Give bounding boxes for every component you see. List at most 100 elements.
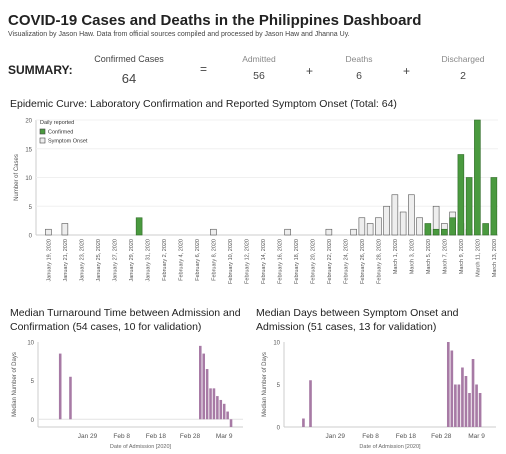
x-tick-label: Feb 18: [146, 433, 167, 440]
y-tick-label: 0: [277, 426, 281, 432]
x-tick-label: Feb 8: [113, 433, 130, 440]
turnaround-bar[interactable]: [58, 353, 62, 420]
x-tick-label: February 12, 2020: [244, 239, 250, 284]
bar-symptom-onset[interactable]: [416, 217, 423, 236]
bar-symptom-onset[interactable]: [366, 223, 374, 236]
turnaround-bar[interactable]: [222, 403, 226, 420]
x-tick-label: March 9, 2020: [459, 239, 465, 274]
bar-confirmed[interactable]: [457, 154, 465, 236]
y-tick-label: 5: [277, 383, 281, 389]
bar-symptom-onset[interactable]: [284, 228, 291, 236]
x-tick-label: January 29, 2020: [129, 239, 135, 282]
x-tick-label: February 20, 2020: [310, 239, 316, 284]
x-tick-label: March 5, 2020: [426, 239, 432, 274]
x-tick-label: January 25, 2020: [96, 239, 102, 282]
bar-confirmed[interactable]: [482, 223, 489, 236]
x-tick-label: February 24, 2020: [343, 239, 349, 284]
admitted-value: 56: [253, 70, 265, 82]
x-tick-label: February 10, 2020: [228, 239, 234, 284]
turnaround-bar[interactable]: [219, 399, 223, 420]
bar-confirmed[interactable]: [441, 228, 448, 236]
confirmed-cases-value: 64: [121, 71, 137, 86]
turnaround-bar[interactable]: [226, 411, 229, 420]
bar-confirmed[interactable]: [490, 177, 498, 236]
x-tick-label: February 22, 2020: [327, 239, 333, 284]
bar-confirmed[interactable]: [424, 223, 432, 236]
onset-bar[interactable]: [475, 384, 478, 428]
bar-symptom-onset[interactable]: [358, 217, 366, 236]
onset-bar[interactable]: [454, 384, 457, 428]
x-tick-label: Feb 8: [362, 433, 379, 440]
bar-symptom-onset[interactable]: [61, 223, 69, 236]
turnaround-title: Median Turnaround Time between Admission…: [10, 306, 241, 334]
onset-bar[interactable]: [468, 393, 471, 427]
x-tick-label: January 31, 2020: [145, 239, 151, 282]
bar-symptom-onset[interactable]: [391, 194, 399, 236]
legend-swatch: [39, 128, 46, 135]
y-tick-label: 20: [25, 119, 32, 125]
x-tick-label: Jan 29: [325, 433, 345, 440]
bar-symptom-onset[interactable]: [45, 228, 52, 236]
summary-label: SUMMARY:: [8, 63, 73, 77]
onset-bar[interactable]: [464, 376, 468, 427]
onset-bar[interactable]: [461, 367, 464, 428]
bar-symptom-onset[interactable]: [350, 228, 357, 236]
turnaround-bar[interactable]: [205, 369, 209, 420]
x-tick-label: February 16, 2020: [277, 239, 283, 284]
y-axis-title: Number of Cases: [14, 154, 20, 201]
x-tick-label: February 6, 2020: [195, 239, 201, 281]
legend-swatch: [39, 137, 46, 144]
onset-bar[interactable]: [471, 359, 475, 427]
onset-title-line-2: Admission (51 cases, 13 for validation): [256, 321, 437, 333]
plus-sign: +: [403, 64, 411, 78]
discharged-value: 2: [460, 70, 466, 82]
y-tick-label: 0: [31, 418, 35, 424]
bar-symptom-onset[interactable]: [325, 228, 333, 236]
onset-bar[interactable]: [302, 418, 305, 428]
onset-bar[interactable]: [450, 350, 454, 428]
onset-bar[interactable]: [457, 384, 461, 428]
bar-confirmed[interactable]: [465, 177, 473, 236]
x-tick-label: February 14, 2020: [261, 239, 267, 284]
x-tick-label: Feb 28: [180, 433, 201, 440]
turnaround-bar[interactable]: [212, 388, 216, 420]
confirmed-cases-label: Confirmed Cases: [94, 54, 164, 64]
turnaround-bar[interactable]: [202, 353, 205, 420]
equals-sign: =: [200, 62, 208, 76]
turnaround-bar[interactable]: [69, 376, 72, 420]
bar-confirmed[interactable]: [432, 228, 440, 236]
turnaround-bar[interactable]: [209, 388, 212, 420]
turnaround-bar[interactable]: [199, 345, 202, 420]
x-tick-label: January 19, 2020: [46, 239, 52, 282]
x-tick-label: February 18, 2020: [294, 239, 300, 284]
x-tick-label: Feb 28: [431, 433, 452, 440]
x-tick-label: February 4, 2020: [178, 239, 184, 281]
bar-confirmed[interactable]: [449, 217, 456, 236]
bar-confirmed[interactable]: [135, 217, 143, 236]
turnaround-bar[interactable]: [216, 396, 219, 420]
y-tick-label: 10: [27, 341, 34, 347]
onset-bar[interactable]: [446, 342, 450, 427]
y-axis-title: Median Number of Days: [12, 352, 18, 417]
bar-symptom-onset[interactable]: [375, 217, 382, 236]
x-tick-label: March 3, 2020: [409, 239, 415, 274]
x-tick-label: January 23, 2020: [79, 239, 85, 282]
epidemic-curve-chart: 0 5 10 15 20 Number of Cases January 19, 2020 J…: [14, 119, 498, 284]
y-tick-label: 5: [29, 205, 33, 211]
x-tick-label: February 26, 2020: [360, 239, 366, 284]
x-tick-label: March 7, 2020: [442, 239, 448, 274]
bar-symptom-onset[interactable]: [408, 194, 415, 236]
x-tick-label: Mar 9: [468, 433, 485, 440]
turnaround-bar[interactable]: [229, 419, 233, 427]
y-tick-label: 5: [31, 379, 35, 385]
discharged-label: Discharged: [441, 54, 485, 64]
bar-symptom-onset[interactable]: [399, 211, 407, 236]
bar-symptom-onset[interactable]: [210, 228, 217, 236]
plus-sign: +: [306, 64, 314, 78]
bar-symptom-onset[interactable]: [383, 205, 390, 236]
onset-bar[interactable]: [478, 393, 482, 427]
x-axis-title: Date of Admission [2020]: [110, 444, 172, 450]
onset-bar[interactable]: [309, 380, 312, 427]
bar-confirmed[interactable]: [474, 119, 481, 236]
y-tick-label: 10: [25, 176, 32, 182]
